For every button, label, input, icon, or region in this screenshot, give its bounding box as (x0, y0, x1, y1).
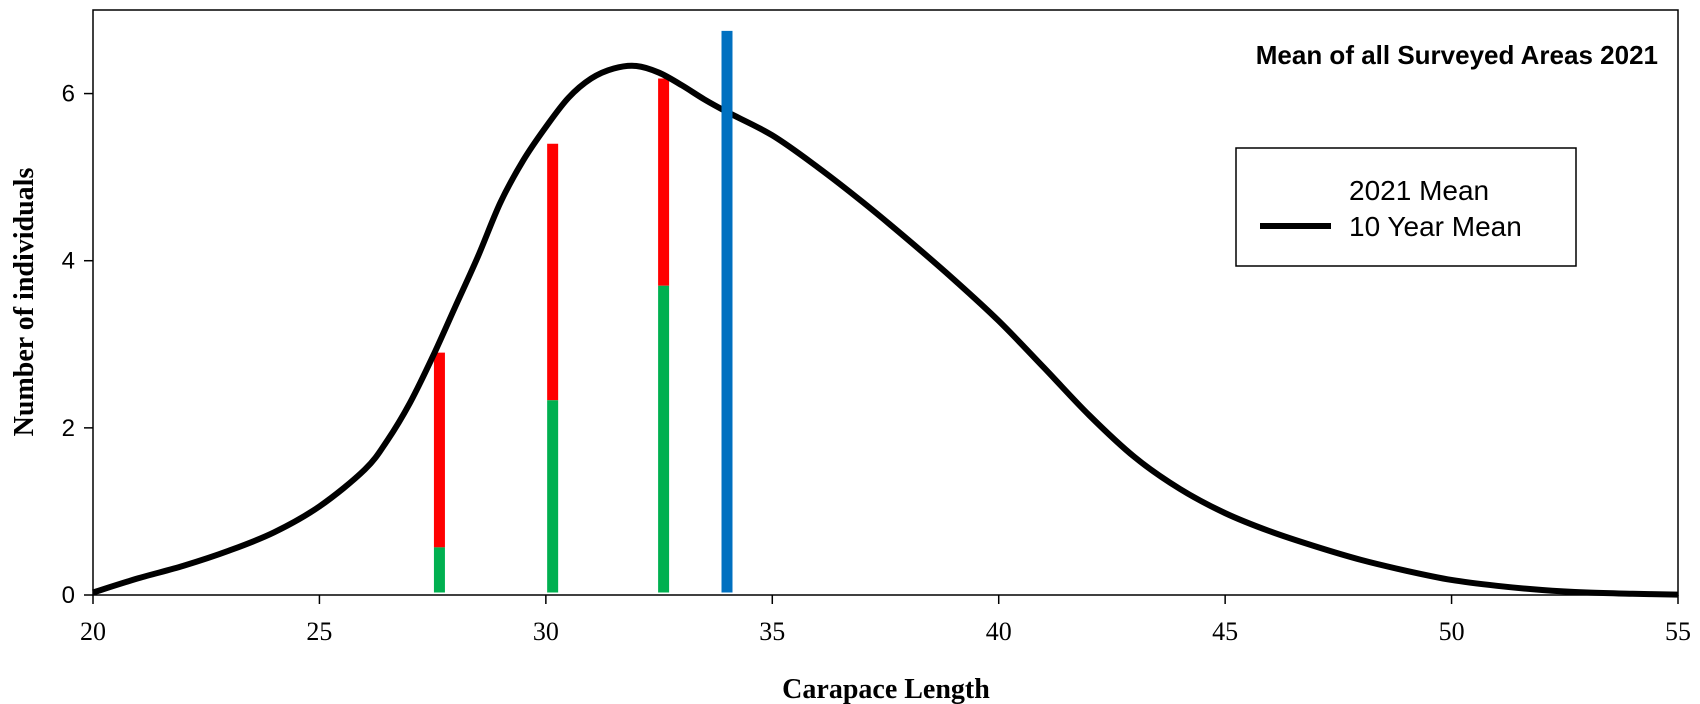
legend-entry-2021-mean: 2021 Mean (1349, 175, 1489, 206)
y-tick-label: 4 (62, 248, 75, 275)
x-axis-title: Carapace Length (782, 674, 990, 704)
line-layer (92, 62, 1679, 598)
legend-entry-10-year-mean: 10 Year Mean (1349, 211, 1522, 242)
mean-curve-line (92, 62, 1679, 598)
y-tick-label: 0 (62, 582, 75, 609)
x-axis: 20 25 30 35 40 45 50 55 (80, 595, 1691, 646)
y-axis: 0 2 4 6 (62, 81, 93, 609)
x-tick-label: 45 (1212, 617, 1238, 646)
x-tick-label: 30 (533, 617, 559, 646)
legend: 2021 Mean 10 Year Mean (1235, 147, 1577, 267)
x-tick-label: 20 (80, 617, 106, 646)
y-tick-label: 6 (62, 81, 75, 108)
x-tick-label: 25 (306, 617, 332, 646)
x-tick-label: 55 (1665, 617, 1691, 646)
chart-title: Mean of all Surveyed Areas 2021 (1256, 40, 1658, 70)
x-tick-label: 40 (986, 617, 1012, 646)
y-tick-label: 2 (62, 415, 75, 442)
x-tick-label: 50 (1439, 617, 1465, 646)
x-tick-label: 35 (759, 617, 785, 646)
y-axis-title: Number of individuals (9, 168, 40, 437)
plot-area (92, 9, 1679, 596)
legend-box (1235, 147, 1577, 267)
bars-layer (433, 78, 670, 593)
